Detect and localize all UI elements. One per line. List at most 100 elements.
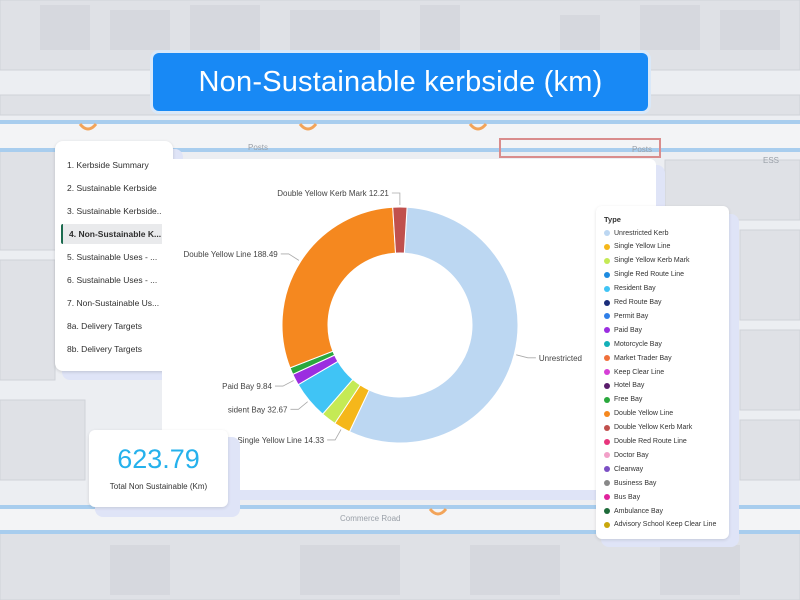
legend-swatch <box>604 341 610 348</box>
legend-swatch <box>604 382 610 389</box>
data-label-leader <box>516 354 536 359</box>
legend-item-label: Double Yellow Kerb Mark <box>614 424 693 432</box>
donut-chart-panel: Unrestricted Single Yellow Line 14.33 side… <box>162 159 656 490</box>
legend-item-label: Ambulance Bay <box>614 507 664 515</box>
legend-swatch <box>604 313 610 320</box>
legend-swatch <box>604 396 610 403</box>
legend-item-label: Market Trader Bay <box>614 354 672 362</box>
data-label-leader <box>280 253 300 261</box>
chart-legend: Type Unrestricted Kerb Single Yellow Line… <box>596 206 729 539</box>
legend-swatch <box>604 521 610 528</box>
legend-swatch <box>604 410 610 417</box>
legend-item-label: Hotel Bay <box>614 382 645 390</box>
legend-item[interactable]: Clearway <box>604 463 643 475</box>
legend-item-label: Permit Bay <box>614 312 649 320</box>
data-label-leader <box>327 429 342 441</box>
data-label: Unrestricted <box>539 354 582 363</box>
legend-swatch <box>604 257 610 264</box>
legend-item[interactable]: Unrestricted Kerb <box>604 227 668 239</box>
donut-slice[interactable] <box>392 206 408 254</box>
legend-item-label: Keep Clear Line <box>614 368 665 376</box>
legend-item[interactable]: Permit Bay <box>604 310 648 322</box>
nav-item-sustainable-kerbside[interactable]: 2. Sustainable Kerbside <box>67 183 157 193</box>
legend-item-label: Resident Bay <box>614 285 656 293</box>
legend-swatch <box>604 369 610 375</box>
legend-item-label: Double Yellow Line <box>614 410 674 418</box>
legend-item[interactable]: Paid Bay <box>604 324 642 336</box>
legend-swatch <box>604 285 610 292</box>
legend-swatch <box>604 466 610 473</box>
legend-item[interactable]: Double Red Route Line <box>604 436 687 448</box>
data-label-leader <box>290 401 308 410</box>
data-label-leader <box>391 192 401 206</box>
legend-item[interactable]: Resident Bay <box>604 283 656 295</box>
legend-swatch <box>604 355 610 362</box>
legend-swatch <box>604 494 610 501</box>
legend-item[interactable]: Motorcycle Bay <box>604 338 662 350</box>
nav-item-non-sustainable-kerbside[interactable]: 4. Non-Sustainable K... <box>61 224 165 244</box>
legend-item-label: Bus Bay <box>614 493 641 501</box>
legend-swatch <box>604 327 610 334</box>
legend-item-label: Clearway <box>614 465 644 473</box>
donut-chart: Unrestricted Single Yellow Line 14.33 side… <box>183 189 582 445</box>
legend-item-label: Doctor Bay <box>614 451 649 459</box>
legend-item-label: Double Red Route Line <box>614 438 687 445</box>
legend-swatch <box>604 424 610 431</box>
legend-item-label: Business Bay <box>614 479 657 487</box>
legend-item-label: Single Yellow Line <box>614 243 671 251</box>
nav-item-delivery-targets-8a[interactable]: 8a. Delivery Targets <box>67 321 142 331</box>
legend-item[interactable]: Advisory School Keep Clear Line <box>604 519 716 531</box>
legend-item[interactable]: Market Trader Bay <box>604 352 672 364</box>
data-label: Double Yellow Line 188.49 <box>183 250 278 259</box>
legend-item[interactable]: Single Yellow Kerb Mark <box>604 255 690 267</box>
nav-item-sustainable-uses-1[interactable]: 5. Sustainable Uses - ... <box>67 252 158 262</box>
legend-item-label: Unrestricted Kerb <box>614 229 669 237</box>
nav-item-kerbside-summary[interactable]: 1. Kerbside Summary <box>67 160 149 170</box>
data-label: sident Bay 32.67 <box>228 405 288 414</box>
legend-item[interactable]: Keep Clear Line <box>604 366 664 378</box>
legend-item[interactable]: Hotel Bay <box>604 380 644 392</box>
legend-item-label: Motorcycle Bay <box>614 340 662 348</box>
kpi-label: Total Non Sustainable (Km) <box>109 482 208 491</box>
legend-item-label: Single Red Route Line <box>614 271 685 279</box>
legend-item[interactable]: Red Route Bay <box>604 297 661 309</box>
donut-slice[interactable] <box>348 206 519 444</box>
map-label-ess: ESS <box>763 156 779 165</box>
legend-item[interactable]: Free Bay <box>604 394 642 406</box>
donut-slice[interactable] <box>281 206 397 369</box>
legend-swatch <box>604 508 610 514</box>
legend-item[interactable]: Ambulance Bay <box>604 505 663 517</box>
map-label-posts-1: Posts <box>248 143 268 152</box>
legend-swatch <box>604 271 610 278</box>
kpi-value: 623.79 <box>117 444 200 474</box>
nav-item-delivery-targets-8b[interactable]: 8b. Delivery Targets <box>67 344 142 354</box>
legend-item-label: Single Yellow Kerb Mark <box>614 257 690 265</box>
page-title: Non-Sustainable kerbside (km) <box>153 53 648 111</box>
nav-item-non-sustainable-uses[interactable]: 7. Non-Sustainable Us... <box>67 298 160 308</box>
data-label-leader <box>274 380 294 387</box>
legend-swatch <box>604 230 610 236</box>
legend-item[interactable]: Business Bay <box>604 477 656 489</box>
page-nav-panel: 1. Kerbside Summary 2. Sustainable Kerbs… <box>55 141 173 371</box>
legend-swatch <box>604 452 610 459</box>
legend-item[interactable]: Doctor Bay <box>604 449 649 461</box>
nav-item-sustainable-uses-2[interactable]: 6. Sustainable Uses - ... <box>67 275 158 285</box>
legend-item[interactable]: Single Red Route Line <box>604 269 684 281</box>
legend-item[interactable]: Bus Bay <box>604 491 640 503</box>
legend-item-label: Free Bay <box>614 396 643 404</box>
legend-item-label: Red Route Bay <box>614 299 662 306</box>
legend-title: Type <box>604 215 621 224</box>
legend-item[interactable]: Double Yellow Line <box>604 408 673 420</box>
nav-item-sustainable-kerbside-2[interactable]: 3. Sustainable Kerbside... <box>67 206 164 216</box>
legend-item-label: Advisory School Keep Clear Line <box>614 521 717 529</box>
legend-item[interactable]: Single Yellow Line <box>604 241 670 253</box>
map-label-commerce-road: Commerce Road <box>340 514 400 523</box>
legend-item-label: Paid Bay <box>614 326 643 334</box>
legend-swatch <box>604 243 610 250</box>
map-label-posts-2: Posts <box>632 145 652 154</box>
data-label: Double Yellow Kerb Mark 12.21 <box>277 189 389 198</box>
legend-item[interactable]: Double Yellow Kerb Mark <box>604 422 692 434</box>
legend-swatch <box>604 299 610 306</box>
legend-swatch <box>604 480 610 487</box>
kpi-card: 623.79 Total Non Sustainable (Km) <box>89 430 228 507</box>
